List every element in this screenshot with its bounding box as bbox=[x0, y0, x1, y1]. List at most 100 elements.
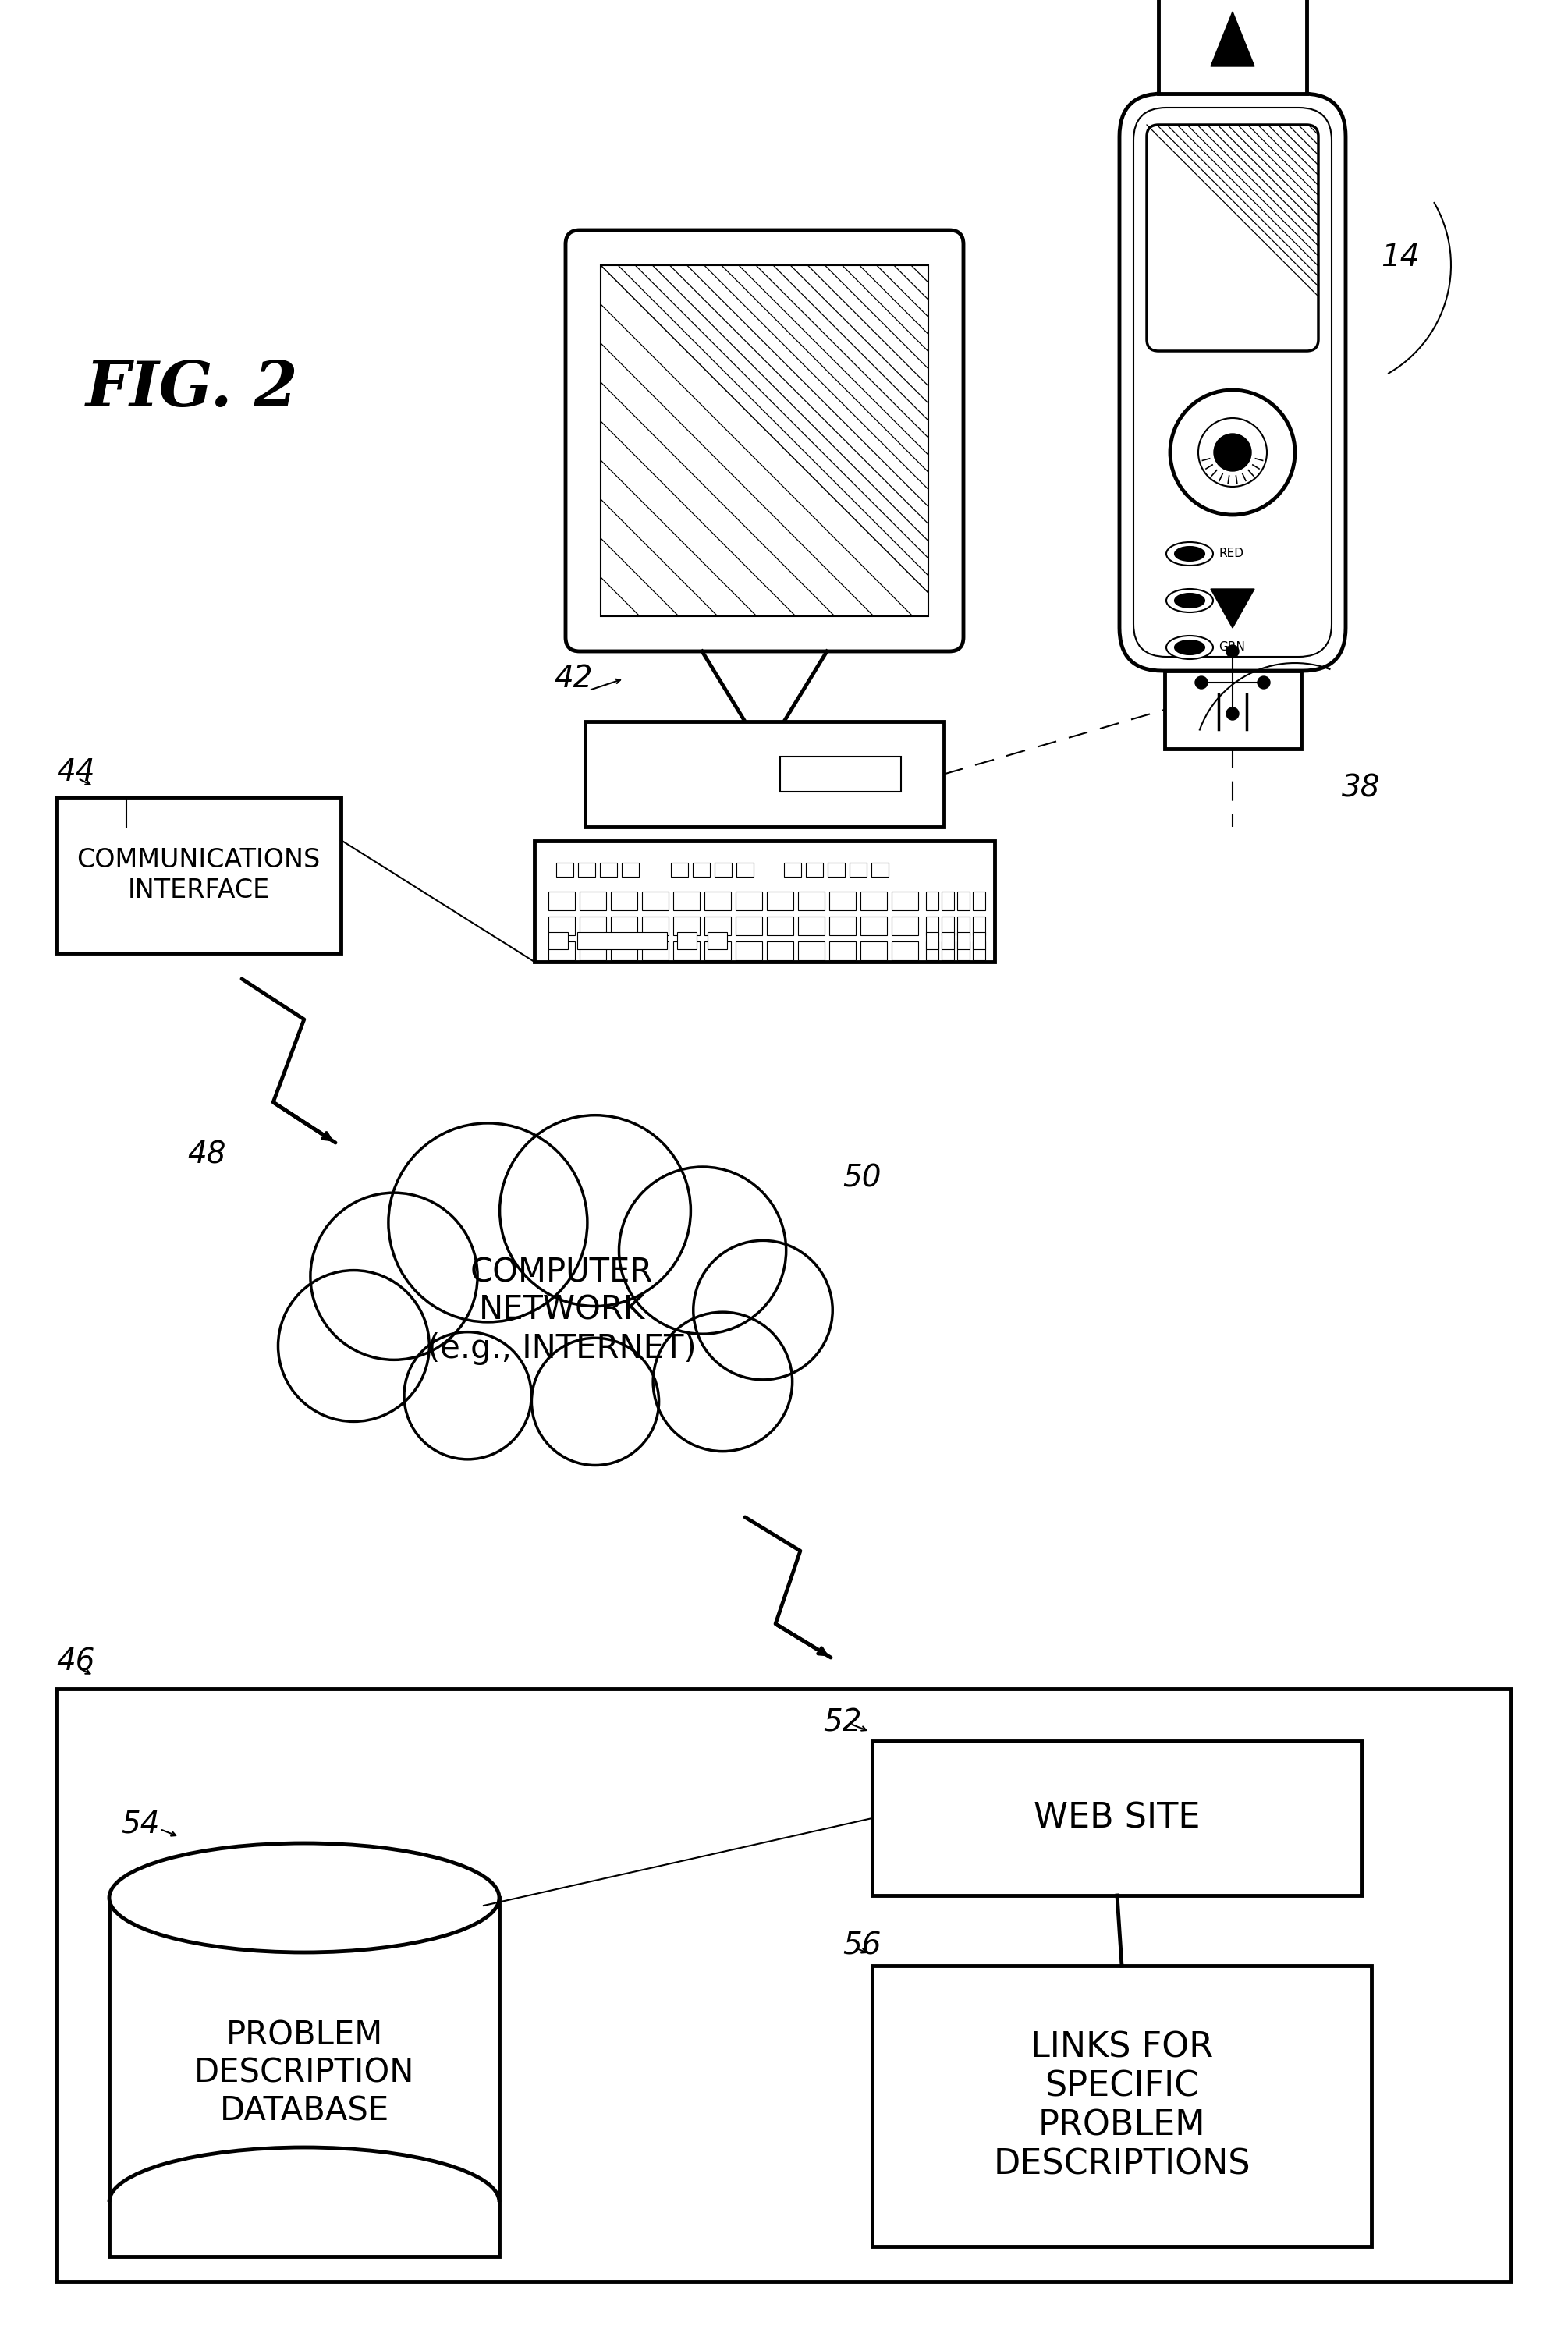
Bar bbox=[56, 1689, 1512, 2282]
Ellipse shape bbox=[110, 1842, 499, 1952]
Text: 54: 54 bbox=[121, 1810, 160, 1838]
Text: 52: 52 bbox=[823, 1707, 862, 1738]
Bar bbox=[861, 891, 887, 909]
Bar bbox=[892, 942, 919, 961]
Circle shape bbox=[1226, 707, 1239, 721]
Bar bbox=[735, 916, 762, 935]
Bar bbox=[707, 933, 728, 949]
Bar bbox=[972, 916, 985, 935]
Bar bbox=[798, 891, 825, 909]
Ellipse shape bbox=[1174, 640, 1204, 654]
Text: LINKS FOR
SPECIFIC
PROBLEM
DESCRIPTIONS: LINKS FOR SPECIFIC PROBLEM DESCRIPTIONS bbox=[993, 2031, 1250, 2182]
Bar bbox=[641, 916, 668, 935]
Bar bbox=[673, 942, 699, 961]
Bar bbox=[892, 916, 919, 935]
Bar bbox=[735, 891, 762, 909]
Circle shape bbox=[619, 1168, 786, 1335]
Text: GRN: GRN bbox=[1218, 642, 1245, 654]
Circle shape bbox=[1214, 433, 1251, 472]
Bar bbox=[110, 1842, 499, 1898]
Bar bbox=[110, 1898, 499, 2256]
Bar bbox=[767, 916, 793, 935]
Text: COMMUNICATIONS
INTERFACE: COMMUNICATIONS INTERFACE bbox=[77, 847, 320, 902]
Bar bbox=[972, 942, 985, 961]
Text: 50: 50 bbox=[842, 1163, 881, 1193]
Bar bbox=[612, 942, 637, 961]
Bar bbox=[829, 916, 856, 935]
Bar bbox=[927, 933, 939, 949]
Bar bbox=[872, 863, 889, 877]
Text: 46: 46 bbox=[56, 1647, 94, 1677]
Bar bbox=[601, 265, 928, 616]
Circle shape bbox=[405, 1333, 532, 1458]
Text: 14: 14 bbox=[1381, 242, 1419, 272]
Circle shape bbox=[652, 1312, 792, 1451]
FancyBboxPatch shape bbox=[566, 230, 963, 651]
Bar bbox=[872, 1740, 1363, 1896]
Text: FIG. 2: FIG. 2 bbox=[86, 358, 298, 419]
Bar bbox=[715, 863, 732, 877]
Bar bbox=[677, 933, 696, 949]
Bar bbox=[941, 942, 953, 961]
Circle shape bbox=[389, 1123, 588, 1321]
Bar bbox=[956, 942, 969, 961]
Polygon shape bbox=[1210, 588, 1254, 628]
Bar bbox=[579, 863, 596, 877]
Text: WEB SITE: WEB SITE bbox=[1033, 1800, 1201, 1835]
FancyBboxPatch shape bbox=[1134, 107, 1331, 656]
Text: 48: 48 bbox=[187, 1140, 226, 1170]
Bar bbox=[612, 891, 637, 909]
Bar bbox=[829, 891, 856, 909]
Ellipse shape bbox=[1174, 547, 1204, 561]
Circle shape bbox=[278, 1270, 430, 1421]
Bar bbox=[549, 916, 575, 935]
Bar bbox=[798, 942, 825, 961]
Bar bbox=[693, 863, 710, 877]
Bar bbox=[601, 863, 618, 877]
Bar bbox=[535, 842, 994, 961]
Bar bbox=[806, 863, 823, 877]
Circle shape bbox=[1258, 677, 1270, 688]
Bar bbox=[557, 863, 574, 877]
Bar bbox=[549, 942, 575, 961]
Bar bbox=[1159, 0, 1306, 93]
Text: 56: 56 bbox=[842, 1931, 881, 1961]
Bar bbox=[956, 933, 969, 949]
Bar bbox=[580, 942, 607, 961]
Ellipse shape bbox=[1174, 593, 1204, 607]
Ellipse shape bbox=[1167, 542, 1214, 565]
Bar bbox=[704, 891, 731, 909]
Bar bbox=[927, 916, 939, 935]
Bar bbox=[641, 891, 668, 909]
Bar bbox=[861, 916, 887, 935]
FancyBboxPatch shape bbox=[1146, 126, 1319, 351]
Bar bbox=[577, 933, 666, 949]
Bar bbox=[972, 933, 985, 949]
Circle shape bbox=[1226, 644, 1239, 658]
Bar bbox=[673, 916, 699, 935]
Bar bbox=[861, 942, 887, 961]
Bar bbox=[735, 942, 762, 961]
Text: COMPUTER
NETWORK
(e.g., INTERNET): COMPUTER NETWORK (e.g., INTERNET) bbox=[426, 1256, 696, 1365]
Ellipse shape bbox=[1167, 588, 1214, 612]
Bar bbox=[828, 863, 845, 877]
Circle shape bbox=[310, 1193, 478, 1361]
Text: YEL: YEL bbox=[1218, 595, 1240, 607]
Bar bbox=[956, 891, 969, 909]
Bar bbox=[941, 916, 953, 935]
Circle shape bbox=[1195, 677, 1207, 688]
Text: PROBLEM
DESCRIPTION
DATABASE: PROBLEM DESCRIPTION DATABASE bbox=[194, 2019, 414, 2128]
Bar bbox=[704, 916, 731, 935]
Bar bbox=[872, 1965, 1372, 2247]
Bar bbox=[622, 863, 638, 877]
Bar bbox=[892, 891, 919, 909]
Bar bbox=[673, 891, 699, 909]
Text: 44: 44 bbox=[56, 758, 94, 786]
Bar bbox=[549, 933, 568, 949]
Polygon shape bbox=[1210, 12, 1254, 67]
Bar bbox=[56, 798, 340, 954]
FancyBboxPatch shape bbox=[1120, 93, 1345, 670]
Bar bbox=[767, 942, 793, 961]
Bar bbox=[671, 863, 688, 877]
Bar bbox=[580, 891, 607, 909]
